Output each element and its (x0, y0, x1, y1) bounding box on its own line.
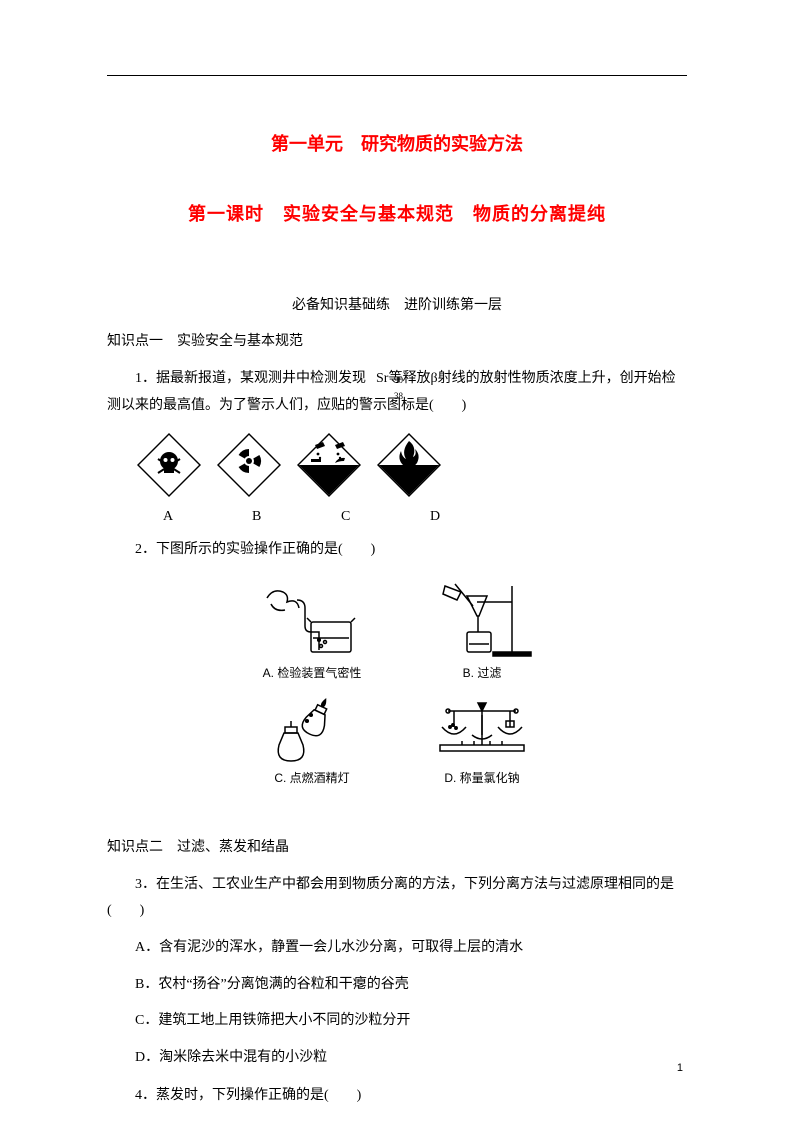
experiment-figures: A. 检验装置气密性 (242, 582, 552, 786)
question-2-stem: 2．下图所示的实验操作正确的是( ) (107, 537, 687, 564)
q1-sup: 90 (366, 372, 403, 389)
exp-c: C. 点燃酒精灯 (257, 687, 367, 786)
exp-d-label: D. 称量氯化钠 (422, 769, 542, 786)
exp-b-label: B. 过滤 (427, 664, 537, 681)
hazard-corrosive-icon (295, 431, 363, 499)
page-content: 第一单元 研究物质的实验方法 第一课时 实验安全与基本规范 物质的分离提纯 必备… (107, 75, 687, 1110)
q3-opt-d: D．淘米除去米中混有的小沙粒 (107, 1045, 687, 1072)
practice-line: 必备知识基础练 进阶训练第一层 (107, 294, 687, 314)
exp-a-label: A. 检验装置气密性 (257, 664, 367, 681)
page-number: 1 (677, 1062, 683, 1074)
exp-a: A. 检验装置气密性 (257, 582, 367, 681)
hazard-icons-row (135, 431, 687, 499)
q3-opt-c: C．建筑工地上用铁筛把大小不同的沙粒分开 (107, 1008, 687, 1035)
q1-opt-b: B (224, 509, 244, 525)
q1-text-a: 1．据最新报道，某观测井中检测发现 (135, 371, 366, 386)
q1-opt-c: C (313, 509, 333, 525)
q1-sub: 38 (366, 388, 403, 405)
lesson-title: 第一课时 实验安全与基本规范 物质的分离提纯 (107, 200, 687, 226)
exp-c-label: C. 点燃酒精灯 (257, 769, 367, 786)
hazard-toxic-icon (135, 431, 203, 499)
question-1-stem: 1．据最新报道，某观测井中检测发现9038Sr等释放β射线的放射性物质浓度上升，… (107, 366, 687, 419)
exp-d: D. 称量氯化钠 (422, 687, 542, 786)
hazard-radioactive-icon (215, 431, 283, 499)
q3-opt-a: A．含有泥沙的浑水，静置一会儿水沙分离，可取得上层的清水 (107, 935, 687, 962)
q3-opt-b: B．农村“扬谷”分离饱满的谷粒和干瘪的谷壳 (107, 972, 687, 999)
exp-b: B. 过滤 (427, 582, 537, 681)
knowledge-point-2: 知识点二 过滤、蒸发和结晶 (107, 836, 687, 856)
knowledge-point-1: 知识点一 实验安全与基本规范 (107, 330, 687, 350)
q1-opt-d: D (402, 509, 422, 525)
q1-opt-a: A (135, 509, 155, 525)
question-4-stem: 4．蒸发时，下列操作正确的是( ) (107, 1083, 687, 1110)
hazard-flammable-icon (375, 431, 443, 499)
unit-title: 第一单元 研究物质的实验方法 (107, 130, 687, 156)
question-3-stem: 3．在生活、工农业生产中都会用到物质分离的方法，下列分离方法与过滤原理相同的是(… (107, 872, 687, 925)
q1-option-letters: A B C D (107, 509, 687, 525)
